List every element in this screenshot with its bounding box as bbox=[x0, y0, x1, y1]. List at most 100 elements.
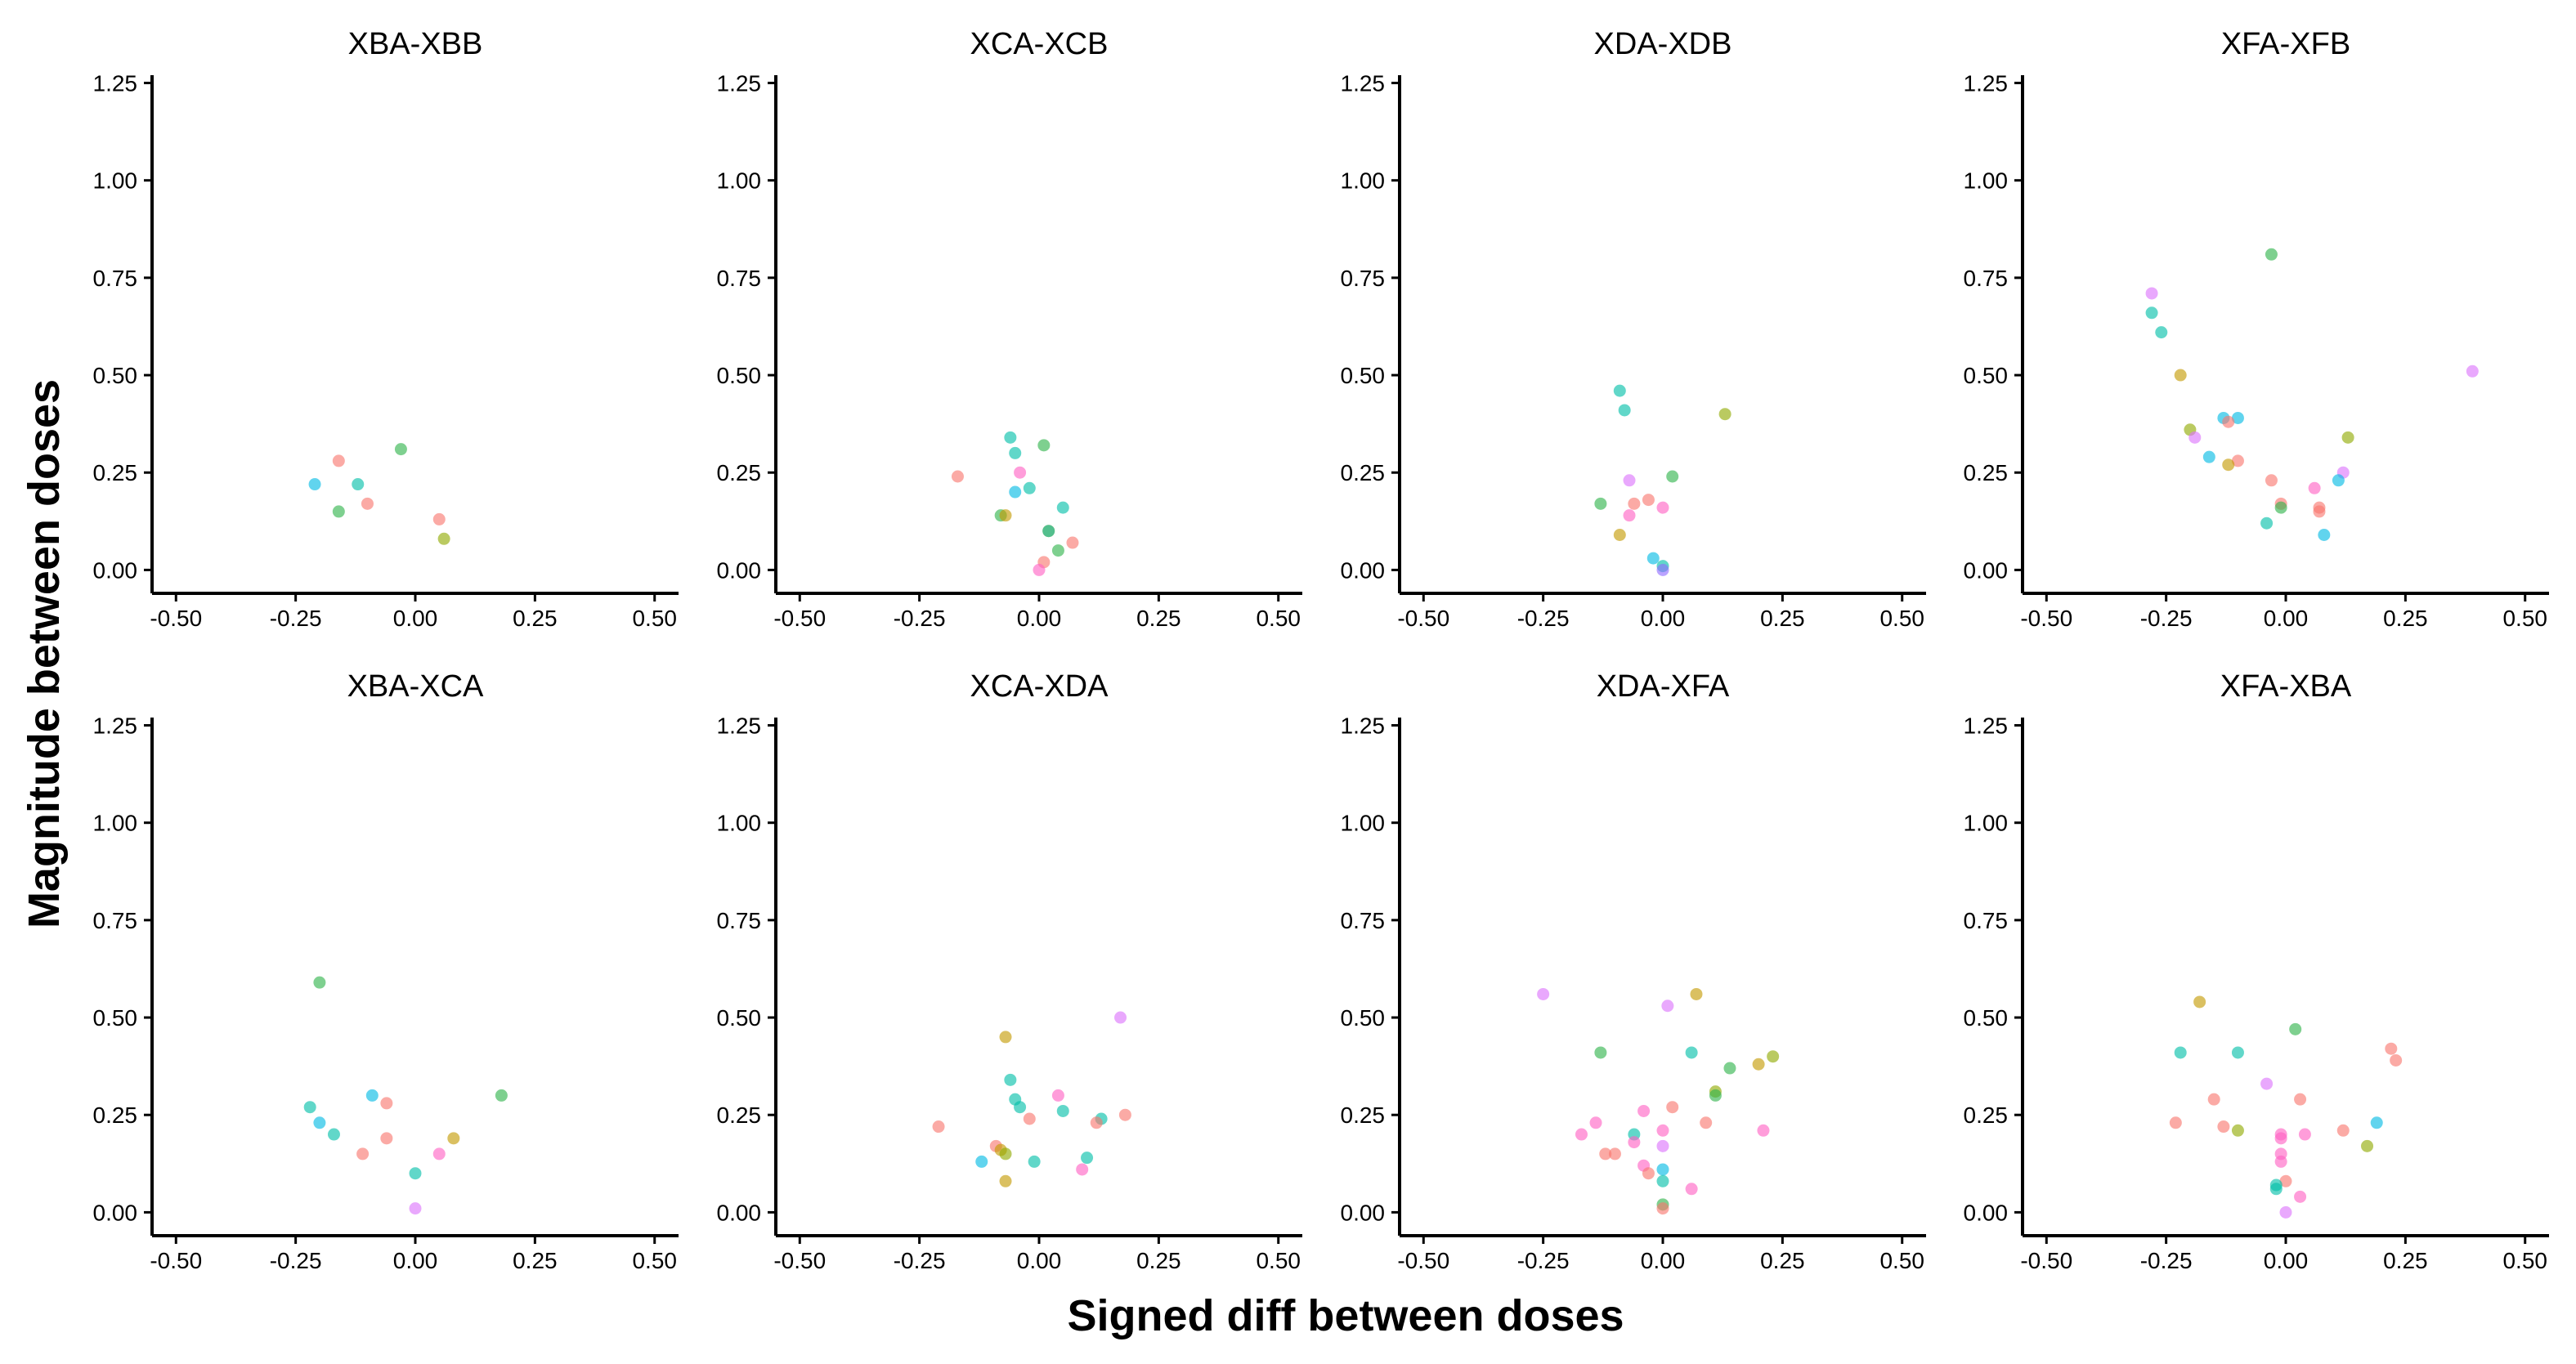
data-point bbox=[1666, 470, 1679, 483]
panel-title: XFA-XFB bbox=[2221, 27, 2350, 61]
data-point bbox=[1757, 1124, 1770, 1137]
data-point bbox=[361, 497, 374, 510]
x-tick-label: 0.00 bbox=[1641, 606, 1686, 631]
x-tick-label: 0.25 bbox=[2383, 1248, 2428, 1273]
data-point bbox=[447, 1132, 460, 1145]
x-tick-label: -0.25 bbox=[894, 1248, 946, 1273]
data-point bbox=[2231, 454, 2244, 467]
data-point bbox=[1114, 1011, 1127, 1024]
y-tick-label: 1.25 bbox=[1341, 713, 1386, 739]
x-tick-label: 0.00 bbox=[1641, 1248, 1686, 1273]
data-point bbox=[1033, 563, 1046, 576]
x-tick-label: 0.25 bbox=[513, 1248, 558, 1273]
data-point bbox=[409, 1167, 422, 1180]
y-tick-label: 0.50 bbox=[1964, 363, 2009, 388]
data-point bbox=[380, 1132, 393, 1145]
data-point bbox=[1628, 1136, 1641, 1149]
y-tick-label: 0.50 bbox=[717, 363, 762, 388]
data-point bbox=[2265, 474, 2278, 487]
data-point bbox=[2174, 369, 2187, 382]
data-point bbox=[2222, 458, 2235, 472]
data-point bbox=[1623, 509, 1636, 522]
x-tick-label: 0.50 bbox=[1879, 1248, 1924, 1273]
y-tick-label: 0.00 bbox=[93, 1200, 138, 1225]
panel-title: XCA-XDA bbox=[970, 669, 1109, 704]
y-tick-label: 0.25 bbox=[1964, 1102, 2009, 1128]
data-point bbox=[1009, 485, 1022, 499]
data-point bbox=[2174, 1046, 2187, 1059]
data-point bbox=[1661, 1000, 1674, 1013]
panel-title: XBA-XCA bbox=[347, 669, 484, 704]
data-point bbox=[1594, 497, 1607, 510]
data-point bbox=[932, 1120, 945, 1134]
data-point bbox=[1118, 1108, 1131, 1121]
data-point bbox=[2308, 481, 2321, 494]
x-tick-label: -0.50 bbox=[1397, 606, 1449, 631]
y-tick-label: 0.50 bbox=[1341, 363, 1386, 388]
panel-title: XFA-XBA bbox=[2220, 669, 2352, 704]
data-point bbox=[2274, 1132, 2287, 1145]
y-tick-label: 0.25 bbox=[1341, 1102, 1386, 1128]
x-tick-label: -0.25 bbox=[270, 1248, 322, 1273]
x-tick-label: -0.25 bbox=[270, 606, 322, 631]
data-point bbox=[999, 1147, 1012, 1161]
data-point bbox=[2390, 1053, 2403, 1067]
data-point bbox=[313, 976, 326, 989]
data-point bbox=[2336, 1124, 2350, 1137]
facet-panel: XDA-XDB 0.00 0.25 0.50 0.75 1.00 1.25 -0.50 -0.2… bbox=[1341, 27, 1926, 631]
data-point bbox=[1656, 1124, 1669, 1137]
data-point bbox=[1690, 987, 1703, 1000]
facet-panel: XBA-XCA 0.00 0.25 0.50 0.75 1.00 1.25 -0.50 -0.2… bbox=[93, 669, 679, 1273]
data-point bbox=[1646, 552, 1660, 565]
x-tick-label: 0.25 bbox=[2383, 606, 2428, 631]
data-point bbox=[1656, 1174, 1669, 1187]
data-point bbox=[313, 1116, 326, 1129]
data-point bbox=[332, 454, 345, 467]
data-point bbox=[394, 443, 407, 456]
y-tick-label: 0.00 bbox=[1341, 557, 1386, 583]
data-point bbox=[2169, 1116, 2182, 1129]
data-point bbox=[2294, 1190, 2307, 1203]
data-point bbox=[1056, 501, 1069, 514]
y-tick-label: 1.00 bbox=[1964, 811, 2009, 836]
y-tick-label: 1.25 bbox=[93, 713, 138, 739]
x-tick-label: 0.25 bbox=[1136, 1248, 1181, 1273]
data-point bbox=[1037, 439, 1051, 452]
x-tick-label: 0.50 bbox=[2502, 1248, 2547, 1273]
x-tick-label: -0.50 bbox=[773, 1248, 826, 1273]
data-point bbox=[1042, 525, 1055, 538]
y-tick-label: 0.00 bbox=[1964, 1200, 2009, 1225]
data-point bbox=[1666, 1101, 1679, 1114]
x-tick-label: 0.25 bbox=[513, 606, 558, 631]
data-point bbox=[1028, 1155, 1041, 1168]
y-tick-label: 0.00 bbox=[717, 1200, 762, 1225]
data-point bbox=[2370, 1116, 2383, 1129]
data-point bbox=[1613, 528, 1626, 541]
x-tick-label: 0.50 bbox=[632, 1248, 677, 1273]
x-tick-label: 0.50 bbox=[1879, 606, 1924, 631]
x-tick-label: -0.25 bbox=[2140, 606, 2193, 631]
y-tick-label: 0.50 bbox=[93, 1005, 138, 1031]
data-point bbox=[1700, 1116, 1713, 1129]
facet-panel: XCA-XDA 0.00 0.25 0.50 0.75 1.00 1.25 -0.50 -0.2… bbox=[717, 669, 1302, 1273]
data-point bbox=[332, 505, 345, 518]
data-point bbox=[2155, 326, 2168, 339]
data-point bbox=[2145, 306, 2158, 320]
x-tick-label: 0.50 bbox=[2502, 606, 2547, 631]
x-tick-label: -0.50 bbox=[150, 1248, 202, 1273]
data-point bbox=[1004, 431, 1017, 444]
data-point bbox=[1656, 563, 1669, 576]
data-point bbox=[1589, 1116, 1602, 1129]
data-point bbox=[1537, 987, 1550, 1000]
data-point bbox=[2298, 1128, 2311, 1141]
y-tick-label: 0.75 bbox=[1964, 266, 2009, 291]
x-tick-label: -0.25 bbox=[894, 606, 946, 631]
y-tick-label: 1.00 bbox=[1964, 168, 2009, 194]
y-tick-label: 1.00 bbox=[93, 168, 138, 194]
facet-panel: XDA-XFA 0.00 0.25 0.50 0.75 1.00 1.25 -0.50 -0.2… bbox=[1341, 669, 1926, 1273]
x-tick-label: 0.00 bbox=[2264, 606, 2309, 631]
y-tick-label: 0.75 bbox=[93, 908, 138, 933]
y-tick-label: 0.25 bbox=[93, 460, 138, 485]
data-point bbox=[2279, 1174, 2292, 1187]
x-tick-label: -0.50 bbox=[773, 606, 826, 631]
